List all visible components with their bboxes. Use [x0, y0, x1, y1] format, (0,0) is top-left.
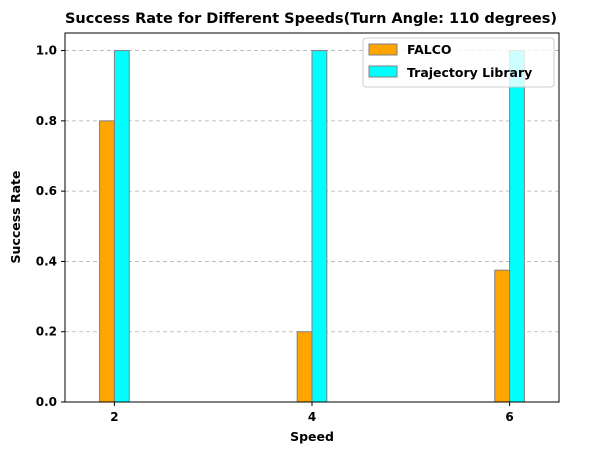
- x-tick-label: 2: [110, 410, 118, 424]
- bar-trajectory-library: [509, 50, 525, 403]
- x-tick-label: 4: [308, 410, 316, 424]
- x-axis-label: Speed: [290, 429, 334, 444]
- y-axis-label: Success Rate: [8, 171, 23, 264]
- y-tick-label: 0.2: [36, 325, 57, 339]
- x-ticks: 2 4 6: [110, 402, 514, 424]
- legend-swatch-trajectory-library: [368, 65, 398, 78]
- bar-trajectory-library: [311, 50, 328, 403]
- bar-falco: [99, 120, 115, 403]
- y-tick-label: 1.0: [36, 44, 57, 58]
- legend-box: [362, 37, 555, 88]
- bar-trajectory-library: [113, 50, 130, 403]
- y-ticks: 0.0 0.2 0.4 0.6 0.8 1.0: [36, 44, 65, 409]
- legend: FALCO Trajectory Library: [362, 37, 555, 88]
- bars: [99, 50, 525, 403]
- legend-label-falco: FALCO: [407, 42, 452, 57]
- legend-label-trajectory-library: Trajectory Library: [407, 65, 532, 80]
- x-tick-label: 6: [505, 410, 513, 424]
- bar-falco: [494, 269, 511, 403]
- y-tick-label: 0.6: [36, 184, 57, 198]
- y-tick-label: 0.8: [36, 114, 57, 128]
- legend-swatch-falco: [368, 43, 398, 56]
- y-tick-label: 0.0: [36, 395, 57, 409]
- bar-falco: [296, 331, 313, 403]
- y-tick-label: 0.4: [36, 254, 57, 268]
- chart-title: Success Rate for Different Speeds(Turn A…: [65, 11, 557, 27]
